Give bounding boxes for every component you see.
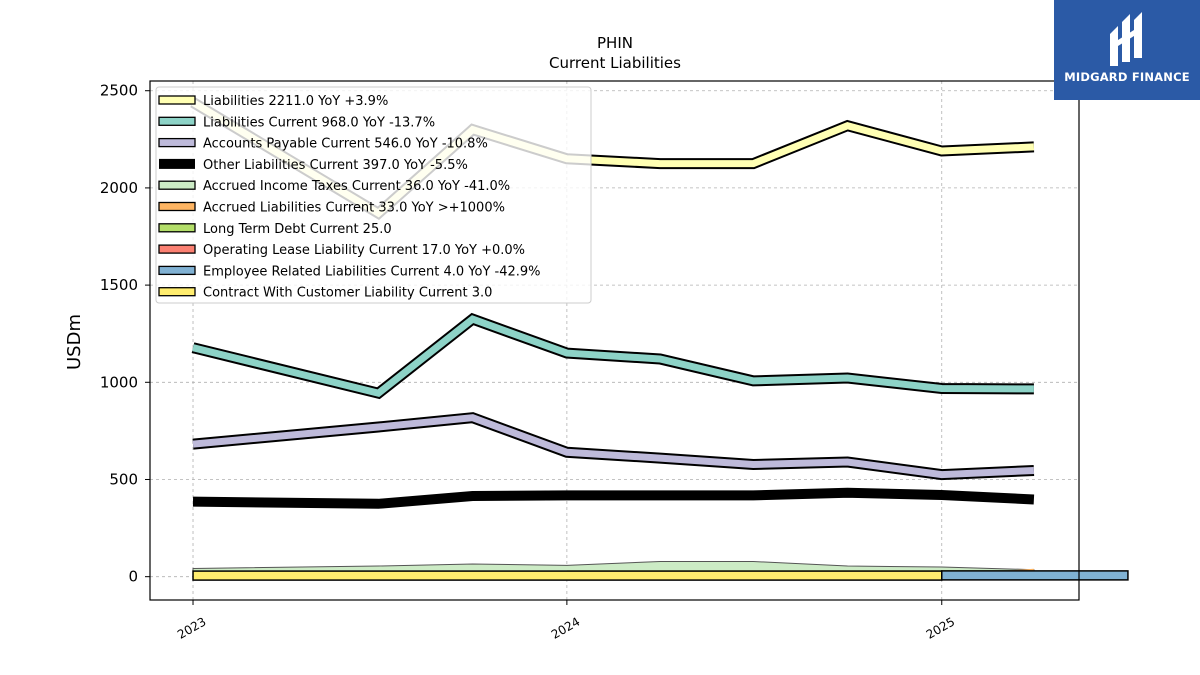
legend-label: Employee Related Liabilities Current 4.0… — [203, 264, 541, 279]
legend-label: Liabilities 2211.0 YoY +3.9% — [203, 94, 388, 109]
brand-logo-text: MIDGARD FINANCE — [1064, 70, 1190, 84]
y-tick-label: 1500 — [100, 276, 138, 294]
legend-swatch — [158, 265, 196, 276]
series-line-contract-with-customer-liability-current — [192, 570, 943, 581]
series-line-accounts-payable-current — [192, 414, 1035, 479]
series-line-liabilities-current — [192, 315, 1034, 398]
legend-label: Long Term Debt Current 25.0 — [203, 222, 392, 237]
chart-title: PHIN — [597, 34, 633, 52]
chart-subtitle: Current Liabilities — [549, 54, 681, 72]
legend-label: Other Liabilities Current 397.0 YoY -5.5… — [203, 158, 468, 173]
legend-label: Accrued Income Taxes Current 36.0 YoY -4… — [203, 179, 510, 194]
series-line-employee-related-liabilities-current — [940, 570, 1129, 581]
midgard-logo-icon — [1110, 12, 1142, 66]
legend-label: Accounts Payable Current 546.0 YoY -10.8… — [203, 137, 488, 152]
legend-swatch — [158, 116, 196, 126]
legend-box — [155, 86, 592, 304]
y-tick-label: 1000 — [100, 373, 138, 391]
legend-swatch — [158, 95, 196, 105]
legend: Liabilities 2211.0 YoY +3.9% Liabilities … — [155, 86, 592, 304]
y-tick-label: 0 — [128, 568, 138, 586]
brand-logo: MIDGARD FINANCE — [1054, 0, 1200, 100]
legend-label: Accrued Liabilities Current 33.0 YoY >+1… — [203, 201, 505, 216]
y-tick-label: 2000 — [100, 179, 138, 197]
legend-swatch — [158, 287, 196, 297]
legend-swatch — [158, 244, 196, 254]
y-tick-label: 2500 — [100, 82, 138, 100]
plot-area — [190, 97, 1129, 581]
legend-swatch — [158, 201, 196, 212]
legend-label: Contract With Customer Liability Current… — [203, 286, 492, 301]
y-tick-label: 500 — [109, 470, 138, 488]
series-line-other-liabilities-current — [192, 487, 1035, 509]
legend-label: Liabilities Current 968.0 YoY -13.7% — [203, 115, 435, 130]
legend-label: Operating Lease Liability Current 17.0 Y… — [203, 243, 525, 258]
legend-swatch — [158, 223, 196, 233]
legend-swatch — [159, 158, 195, 169]
y-axis-label: USDm — [64, 314, 85, 370]
legend-swatch — [158, 180, 196, 190]
legend-swatch — [158, 137, 196, 148]
plot-frame — [149, 80, 1080, 601]
